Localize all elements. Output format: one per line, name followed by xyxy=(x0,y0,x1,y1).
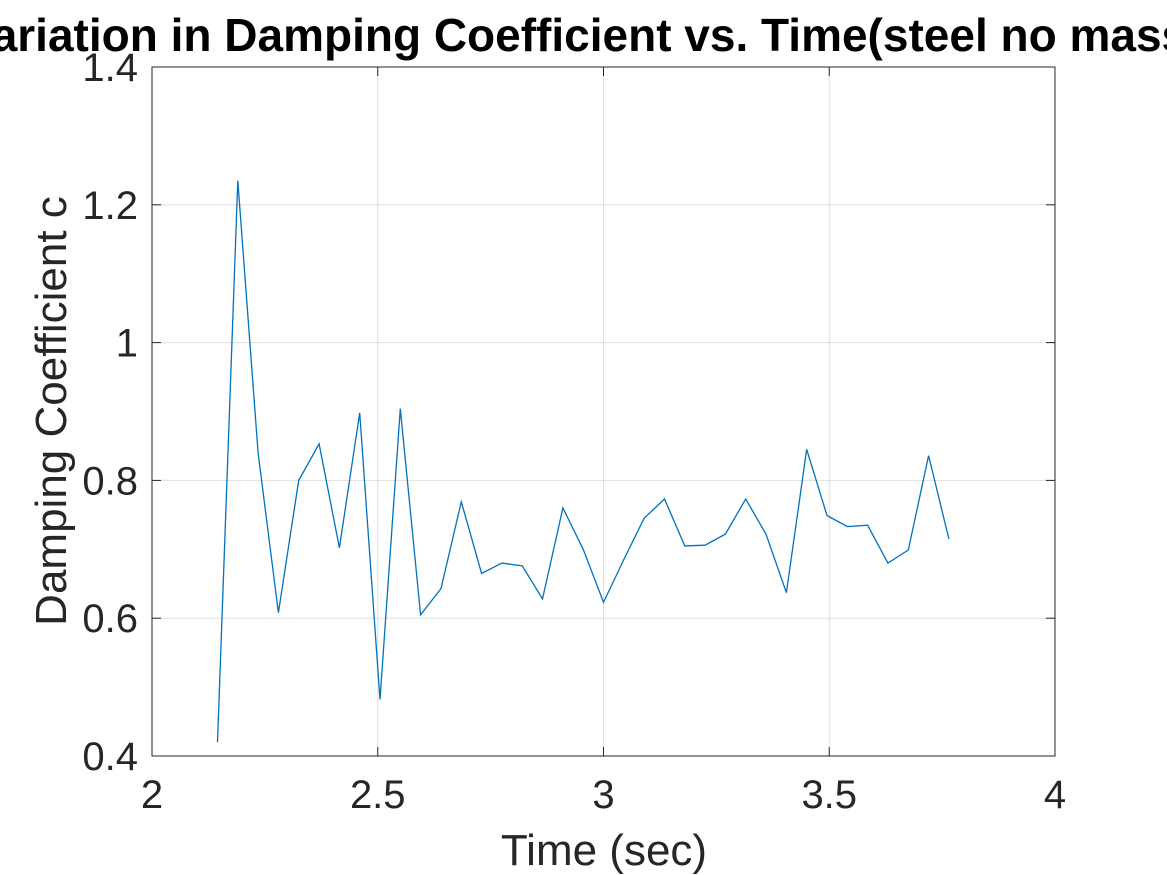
y-tick-label: 1.2 xyxy=(82,184,138,228)
x-tick-label: 3.5 xyxy=(801,773,857,817)
grid xyxy=(151,66,1056,757)
x-tick-label: 3 xyxy=(592,773,614,817)
y-tick-label: 0.4 xyxy=(82,735,138,779)
y-tick-label: 0.8 xyxy=(82,459,138,503)
x-tick-label: 2.5 xyxy=(350,773,406,817)
y-tick-labels: 0.4 0.6 0.8 1 1.2 1.4 xyxy=(82,46,138,779)
series-line xyxy=(216,180,950,743)
y-tick-label: 1.4 xyxy=(82,46,138,90)
chart-title: Variation in Damping Coefficient vs. Tim… xyxy=(0,9,1167,61)
x-tick-label: 2 xyxy=(141,773,163,817)
x-tick-label: 4 xyxy=(1044,773,1066,817)
y-tick-label: 0.6 xyxy=(82,597,138,641)
y-axis-label: Damping Coefficient c xyxy=(27,196,76,626)
y-tick-label: 1 xyxy=(116,322,138,366)
axis-ticks xyxy=(151,66,1056,757)
x-tick-labels: 2 2.5 3 3.5 4 xyxy=(141,773,1066,817)
x-axis-label: Time (sec) xyxy=(501,826,707,875)
